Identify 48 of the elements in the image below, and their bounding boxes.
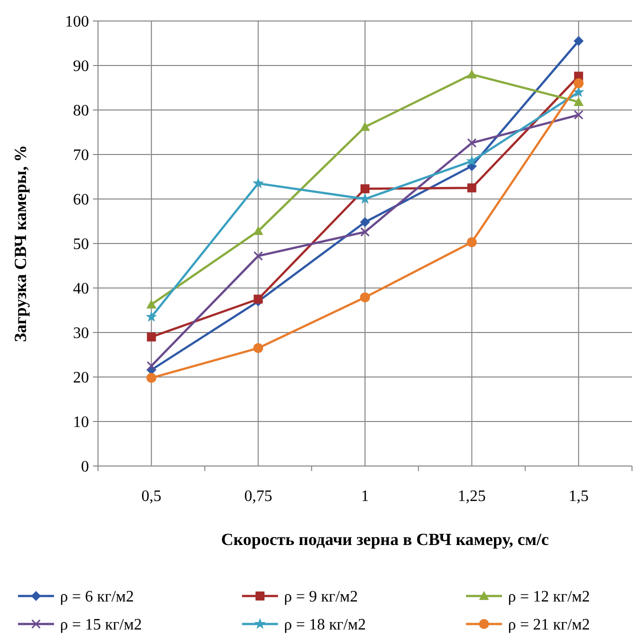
y-tick-label: 30 bbox=[73, 325, 89, 342]
point bbox=[146, 332, 156, 342]
y-tick-label: 10 bbox=[73, 414, 89, 432]
legend-label: ρ = 12 кг/м2 bbox=[508, 588, 590, 606]
point bbox=[466, 69, 477, 78]
point bbox=[360, 227, 370, 237]
y-tick-label: 20 bbox=[73, 370, 89, 387]
x-tick-label: 0,5 bbox=[141, 488, 162, 505]
y-tick-label: 100 bbox=[65, 14, 89, 31]
point bbox=[360, 292, 370, 302]
y-tick-label: 0 bbox=[81, 458, 89, 476]
legend-label: ρ = 6 кг/м2 bbox=[60, 588, 134, 606]
point bbox=[146, 372, 156, 383]
x-tick-label: 0,75 bbox=[244, 488, 272, 505]
legend-label: ρ = 15 кг/м2 bbox=[60, 616, 142, 634]
y-tick-label: 90 bbox=[73, 58, 89, 76]
x-tick-label: 1,25 bbox=[458, 488, 486, 505]
y-tick-label: 50 bbox=[73, 236, 89, 254]
point bbox=[146, 299, 156, 308]
y-tick-label: 70 bbox=[73, 147, 89, 164]
x-tick-label: 1 bbox=[361, 488, 369, 505]
point bbox=[466, 155, 478, 166]
point bbox=[360, 184, 370, 194]
point bbox=[467, 138, 477, 148]
y-tick-label: 60 bbox=[73, 192, 89, 209]
y-tick-label: 80 bbox=[73, 102, 89, 120]
y-tick-label: 40 bbox=[73, 280, 89, 298]
x-axis-title: Скорость подачи зерна в СВЧ камеру, см/с bbox=[221, 530, 550, 549]
point bbox=[466, 237, 477, 248]
point bbox=[360, 122, 370, 131]
point bbox=[574, 78, 584, 88]
x-tick-label: 1,5 bbox=[568, 488, 589, 505]
point bbox=[574, 110, 584, 120]
point bbox=[252, 177, 264, 188]
point bbox=[360, 217, 370, 228]
point bbox=[253, 251, 263, 261]
y-axis-title: Загрузка СВЧ камеры, % bbox=[11, 145, 30, 342]
point bbox=[146, 361, 156, 371]
legend-label: ρ = 9 кг/м2 bbox=[284, 588, 358, 606]
point bbox=[254, 294, 263, 304]
point bbox=[253, 343, 264, 354]
point bbox=[146, 310, 158, 322]
legend-label: ρ = 18 кг/м2 bbox=[284, 616, 366, 634]
point bbox=[574, 36, 584, 46]
legend-label: ρ = 21 кг/м2 bbox=[508, 616, 590, 634]
point bbox=[467, 183, 476, 192]
point bbox=[574, 96, 584, 106]
point bbox=[253, 226, 264, 236]
